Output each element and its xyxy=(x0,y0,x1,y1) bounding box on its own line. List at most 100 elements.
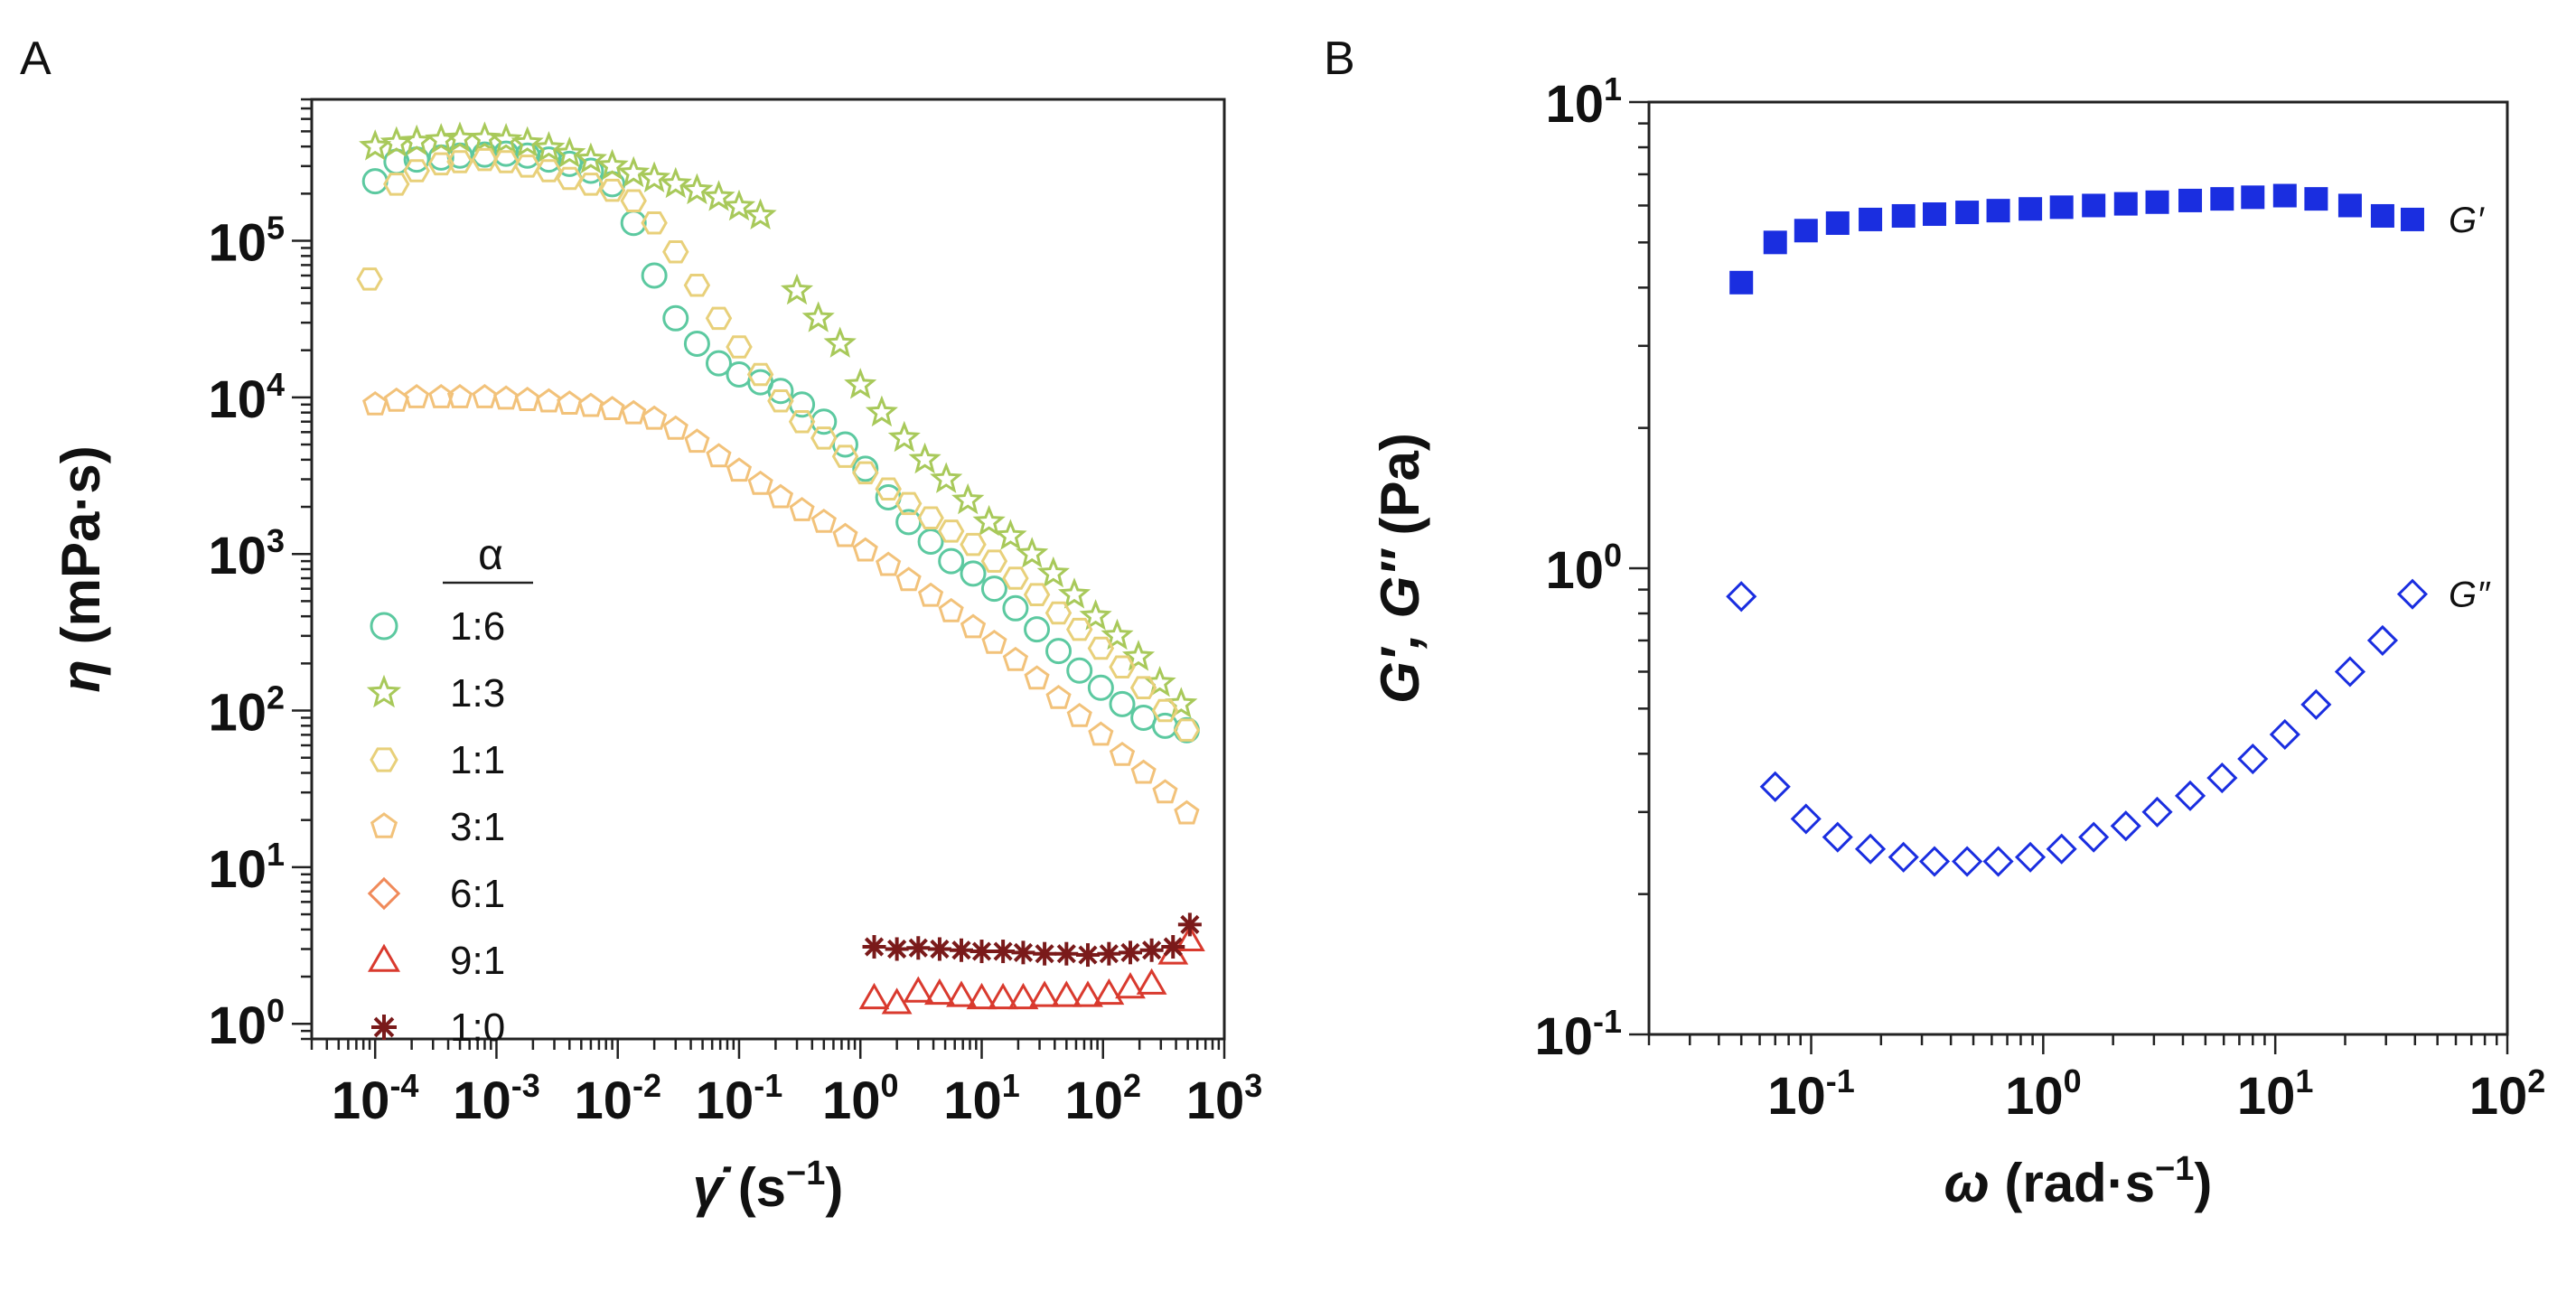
data-point xyxy=(1139,938,1164,962)
x-tick-label: 10-3 xyxy=(453,1067,540,1130)
data-point xyxy=(994,519,1027,550)
data-point-stroke xyxy=(887,939,907,959)
data-point-stroke xyxy=(1035,944,1054,964)
x-axis-title: ω (rad·s−1) xyxy=(1944,1150,2213,1213)
data-point xyxy=(2206,762,2238,794)
data-point xyxy=(553,136,586,168)
data-point xyxy=(789,497,815,521)
data-point xyxy=(832,522,858,547)
data-point xyxy=(980,549,1008,573)
data-point xyxy=(1065,617,1093,641)
y-axis-title: η (mPa·s) xyxy=(51,445,111,692)
data-point xyxy=(981,629,1007,654)
data-point xyxy=(810,508,837,533)
data-point xyxy=(446,384,473,408)
legend-marker xyxy=(370,612,398,641)
y-tick-label: 104 xyxy=(208,366,285,429)
data-point xyxy=(1023,583,1051,606)
data-point-stroke xyxy=(908,938,928,958)
y-tick-label: 103 xyxy=(208,522,285,585)
data-point xyxy=(2241,185,2265,210)
data-point xyxy=(937,519,965,543)
data-point xyxy=(908,442,941,474)
data-point-stroke xyxy=(1056,944,1076,964)
data-point xyxy=(1073,980,1103,1007)
data-point xyxy=(425,123,458,154)
y-tick-label-text: 105 xyxy=(208,210,285,273)
legend-label: 1:3 xyxy=(450,671,505,716)
y-tick-label-text: 103 xyxy=(208,522,285,585)
data-point xyxy=(726,335,753,359)
y-tick-label-text: 101 xyxy=(208,836,285,899)
series-G- xyxy=(1729,183,2424,295)
x-tick-label-text: 10-1 xyxy=(1767,1062,1855,1126)
data-point xyxy=(938,597,964,622)
data-point xyxy=(1036,556,1070,588)
data-point xyxy=(810,408,838,435)
data-point xyxy=(1007,982,1039,1010)
data-point xyxy=(1854,833,1887,865)
data-point xyxy=(1859,207,1883,231)
data-point xyxy=(831,431,858,458)
data-point xyxy=(1794,219,1818,243)
data-point xyxy=(1033,941,1057,966)
plot-frame xyxy=(310,98,1226,1041)
series-label: G″ xyxy=(2449,575,2491,615)
series-1-0 xyxy=(862,912,1202,968)
data-point xyxy=(1057,577,1091,609)
y-tick-label: 101 xyxy=(1545,70,1622,134)
x-tick-label-text: 10-4 xyxy=(332,1067,419,1130)
data-point xyxy=(988,982,1019,1010)
data-point xyxy=(702,180,735,211)
data-point xyxy=(1024,665,1050,690)
data-point xyxy=(427,152,454,176)
data-point xyxy=(536,388,562,413)
data-point xyxy=(1075,943,1100,968)
x-tick-label: 102 xyxy=(2469,1062,2546,1126)
legend-marker xyxy=(367,943,401,972)
data-point xyxy=(599,396,625,420)
data-point xyxy=(641,211,668,235)
data-point xyxy=(1121,640,1156,671)
data-point xyxy=(2174,780,2206,811)
data-point xyxy=(875,477,902,500)
data-point xyxy=(383,173,410,196)
x-tick-label-text: 10-2 xyxy=(574,1067,661,1130)
data-point xyxy=(446,150,473,173)
data-point xyxy=(1822,821,1853,853)
data-point xyxy=(1011,940,1035,965)
data-point xyxy=(780,273,814,305)
data-point xyxy=(923,978,955,1006)
legend-marker xyxy=(371,1015,397,1040)
data-point-stroke xyxy=(1078,945,1098,965)
data-point xyxy=(1016,537,1049,568)
data-point xyxy=(683,274,711,297)
data-point xyxy=(1045,684,1072,709)
data-point xyxy=(2366,624,2399,657)
data-point xyxy=(862,935,886,959)
data-point xyxy=(684,428,710,454)
series-label: G′ xyxy=(2449,201,2485,240)
data-point xyxy=(1130,759,1157,784)
data-point xyxy=(490,123,523,154)
data-point xyxy=(2396,578,2429,610)
x-tick-label-text: 102 xyxy=(1064,1067,1141,1130)
data-point xyxy=(404,384,430,408)
data-point xyxy=(1101,618,1134,650)
data-point-stroke xyxy=(930,939,950,959)
data-point xyxy=(468,121,501,153)
data-point xyxy=(2178,188,2203,212)
data-point-stroke xyxy=(971,941,992,961)
data-point xyxy=(788,410,816,434)
data-point xyxy=(876,551,902,576)
data-point xyxy=(2272,183,2297,208)
x-tick-label-text: 100 xyxy=(822,1067,899,1130)
data-point xyxy=(472,384,498,408)
x-axis-title: γ̇ (s−1) xyxy=(693,1155,844,1218)
data-point xyxy=(966,982,998,1010)
data-point xyxy=(2019,197,2043,221)
data-point xyxy=(1763,230,1787,255)
data-point xyxy=(980,575,1007,603)
data-point xyxy=(938,547,965,575)
data-point xyxy=(852,455,879,482)
